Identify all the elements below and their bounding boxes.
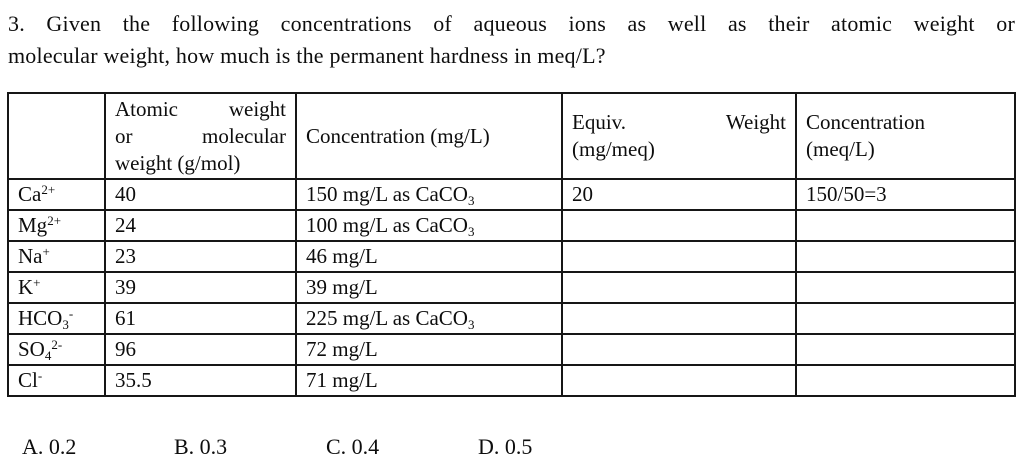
ion-concentration-table: Atomic weight or molecular weight (g/mol…: [7, 92, 1016, 397]
ion-cell: Cl-: [7, 364, 106, 397]
equiv-cell: [561, 364, 797, 397]
concentration-cell: 100 mg/L as CaCO3: [295, 209, 563, 242]
meq-cell: [795, 209, 1016, 242]
option-c: C. 0.4: [326, 434, 380, 459]
ion-cell: K+: [7, 271, 106, 304]
equiv-cell: [561, 271, 797, 304]
meq-cell: 150/50=3: [795, 178, 1016, 211]
concentration-cell: 46 mg/L: [295, 240, 563, 273]
weight-cell: 35.5: [104, 364, 297, 397]
meq-cell: [795, 333, 1016, 366]
table-row-k: K+ 39 39 mg/L: [7, 271, 1016, 304]
ion-cell: Mg2+: [7, 209, 106, 242]
concentration-cell: 150 mg/L as CaCO3: [295, 178, 563, 211]
equiv-cell: [561, 333, 797, 366]
equiv-cell: [561, 240, 797, 273]
table-row-so4: SO42- 96 72 mg/L: [7, 333, 1016, 366]
table-row-cl: Cl- 35.5 71 mg/L: [7, 364, 1016, 397]
header-concentration-mg: Concentration (mg/L): [295, 92, 563, 180]
weight-cell: 24: [104, 209, 297, 242]
equiv-cell: 20: [561, 178, 797, 211]
table-row-ca: Ca2+ 40 150 mg/L as CaCO3 20 150/50=3: [7, 178, 1016, 211]
ion-cell: Na+: [7, 240, 106, 273]
ion-cell: Ca2+: [7, 178, 106, 211]
ion-cell: HCO3-: [7, 302, 106, 335]
concentration-cell: 225 mg/L as CaCO3: [295, 302, 563, 335]
question-text: 3. Given the following concentrations of…: [8, 8, 1015, 72]
table-row-na: Na+ 23 46 mg/L: [7, 240, 1016, 273]
equiv-cell: [561, 302, 797, 335]
weight-cell: 96: [104, 333, 297, 366]
header-concentration-meq: Concentration (meq/L): [795, 92, 1016, 180]
concentration-cell: 39 mg/L: [295, 271, 563, 304]
weight-cell: 39: [104, 271, 297, 304]
meq-cell: [795, 271, 1016, 304]
weight-cell: 40: [104, 178, 297, 211]
weight-cell: 61: [104, 302, 297, 335]
equiv-cell: [561, 209, 797, 242]
ion-cell: SO42-: [7, 333, 106, 366]
option-d: D. 0.5: [478, 434, 533, 459]
meq-cell: [795, 240, 1016, 273]
concentration-cell: 72 mg/L: [295, 333, 563, 366]
header-ion-blank: [7, 92, 106, 180]
answer-options: A. 0.2 B. 0.3 C. 0.4 D. 0.5: [22, 434, 532, 460]
question-line-2: molecular weight, how much is the perman…: [8, 43, 606, 68]
question-line-1: 3. Given the following concentrations of…: [8, 11, 1015, 36]
table-row-hco3: HCO3- 61 225 mg/L as CaCO3: [7, 302, 1016, 335]
weight-cell: 23: [104, 240, 297, 273]
table-row-mg: Mg2+ 24 100 mg/L as CaCO3: [7, 209, 1016, 242]
meq-cell: [795, 364, 1016, 397]
header-atomic-weight: Atomic weight or molecular weight (g/mol…: [104, 92, 297, 180]
table-header-row: Atomic weight or molecular weight (g/mol…: [7, 92, 1016, 180]
option-b: B. 0.3: [174, 434, 228, 459]
meq-cell: [795, 302, 1016, 335]
header-equiv-weight: Equiv. Weight (mg/meq): [561, 92, 797, 180]
concentration-cell: 71 mg/L: [295, 364, 563, 397]
option-a: A. 0.2: [22, 434, 77, 459]
